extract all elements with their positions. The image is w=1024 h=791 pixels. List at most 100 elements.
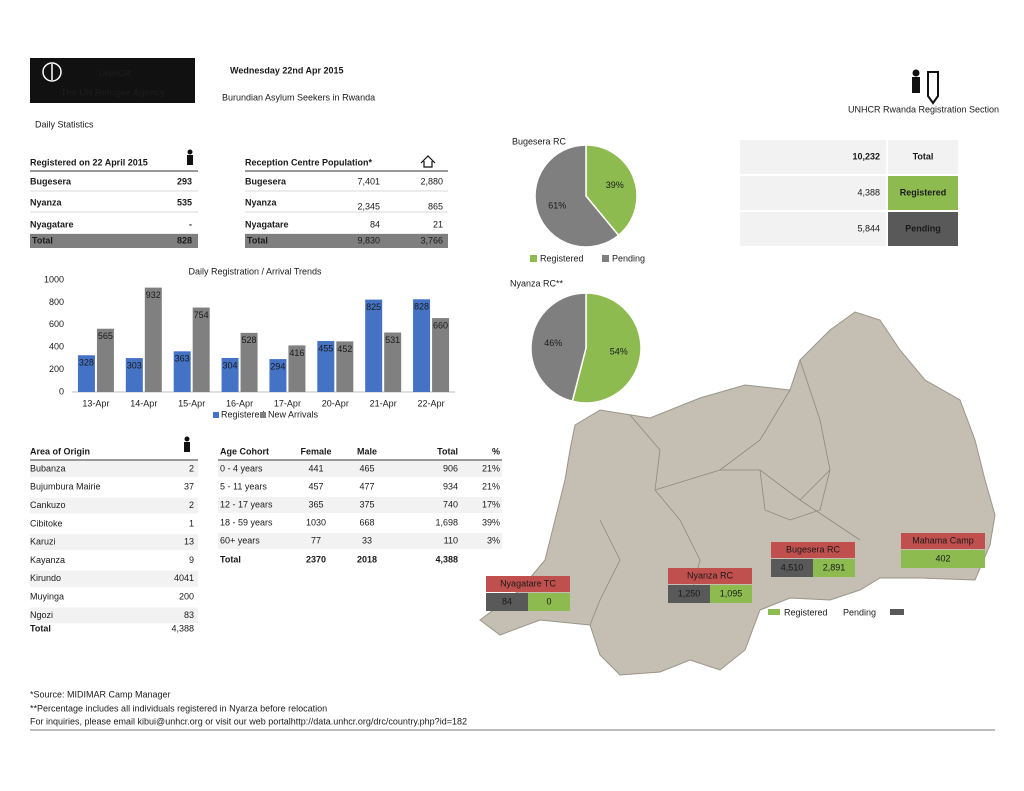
row-band	[30, 534, 198, 551]
column-header: Female	[300, 446, 331, 456]
site-value-cell	[771, 559, 813, 577]
bar	[240, 332, 258, 392]
row-label: Cibitoke	[30, 518, 63, 528]
row-label: Bujumbura Mairie	[30, 482, 101, 492]
table-header: Registered on 22 April 2015	[30, 157, 148, 167]
x-tick-label: 16-Apr	[226, 398, 253, 408]
total-value: 3,766	[420, 235, 443, 245]
column-header: Male	[357, 446, 377, 456]
row-band	[218, 515, 502, 531]
legend-label: Registered	[221, 409, 265, 419]
row-value: 9	[189, 555, 194, 565]
row-label: Cankuzo	[30, 500, 66, 510]
pie-slice	[585, 144, 638, 237]
cell: 906	[443, 463, 458, 473]
row-label: Karuzi	[30, 537, 56, 547]
summary-value: 5,844	[857, 223, 880, 233]
row-value: 535	[177, 197, 192, 207]
footer-link[interactable]: http://data.unhcr.org/drc/country.php?id…	[291, 716, 467, 726]
data-label: 828	[414, 302, 429, 312]
legend-swatch	[768, 609, 780, 615]
rwanda-map	[479, 311, 996, 676]
summary-label-cell	[888, 140, 958, 174]
data-label: 54%	[610, 347, 628, 357]
chart-title: Bugesera RC	[512, 136, 567, 146]
x-tick-label: 14-Apr	[130, 398, 157, 408]
site-name: Mahama Camp	[912, 535, 974, 545]
legend-swatch	[602, 255, 609, 262]
row-value: 1	[189, 518, 194, 528]
legend-swatch	[890, 609, 904, 615]
cell: 465	[359, 463, 374, 473]
summary-value: 4,388	[857, 187, 880, 197]
row-band	[30, 479, 198, 496]
bar	[125, 358, 143, 392]
data-label: 452	[337, 344, 352, 354]
legend-swatch	[530, 255, 537, 262]
cell: 3%	[487, 535, 500, 545]
data-label: 303	[127, 360, 142, 370]
row-value: 2,880	[420, 176, 443, 186]
row-band	[30, 607, 198, 624]
bar	[288, 345, 306, 392]
site-header	[901, 533, 985, 549]
row-value: 865	[428, 201, 443, 211]
row-band	[218, 479, 502, 495]
data-label: 61%	[548, 201, 566, 211]
summary-label-cell	[888, 212, 958, 246]
row-label: Kirundo	[30, 573, 61, 583]
cell: 0 - 4 years	[220, 463, 263, 473]
row-band	[30, 461, 198, 477]
data-label: 46%	[544, 338, 562, 348]
site-header	[486, 576, 570, 592]
x-tick-label: 13-Apr	[82, 398, 109, 408]
site-value-cell	[668, 585, 710, 603]
legend-label: Registered	[540, 253, 584, 263]
cell: 17%	[482, 499, 500, 509]
bar	[432, 318, 450, 392]
cell: 740	[443, 499, 458, 509]
bar	[269, 359, 287, 392]
total-value: 9,830	[357, 235, 380, 245]
bar	[317, 341, 335, 392]
row-label: Bugesera	[30, 176, 72, 186]
row-value: 2,345	[357, 201, 380, 211]
summary-label: Registered	[900, 187, 947, 197]
site-name: Bugesera RC	[786, 544, 841, 554]
data-label: 660	[433, 320, 448, 330]
row-band	[30, 515, 198, 532]
cell: 365	[308, 499, 323, 509]
row-band	[218, 461, 502, 477]
row-label: Muyinga	[30, 591, 64, 601]
row-value: -	[189, 219, 192, 229]
data-label: 328	[79, 358, 94, 368]
site-value: 1,095	[720, 588, 743, 598]
pie-slice	[534, 144, 620, 248]
section-name: UNHCR Rwanda Registration Section	[848, 104, 999, 114]
bar	[365, 299, 383, 392]
site-value-cell	[486, 593, 528, 611]
site-header	[668, 568, 752, 584]
site-name: Nyagatare TC	[500, 578, 556, 588]
row-band	[218, 533, 502, 549]
table-header: Reception Centre Population*	[245, 157, 373, 167]
row-label: Bugesera	[245, 176, 287, 186]
legend-label: Pending	[612, 253, 645, 263]
y-tick-label: 200	[49, 364, 64, 374]
summary-label-cell	[888, 176, 958, 210]
cell: 60+ years	[220, 535, 260, 545]
legend-swatch	[260, 412, 266, 418]
site-value-cell	[901, 550, 985, 568]
cell: 1030	[306, 517, 326, 527]
total-value: 4,388	[171, 623, 194, 633]
site-value: 2,891	[823, 562, 846, 572]
data-label: 754	[194, 310, 209, 320]
summary-cell	[740, 212, 886, 246]
bar	[192, 307, 210, 392]
row-label: Nyanza	[245, 197, 278, 207]
column-header: Total	[437, 446, 458, 456]
total-row	[245, 234, 448, 248]
x-tick-label: 15-Apr	[178, 398, 205, 408]
legend-swatch	[213, 412, 219, 418]
row-label: Nyagatare	[245, 219, 289, 229]
